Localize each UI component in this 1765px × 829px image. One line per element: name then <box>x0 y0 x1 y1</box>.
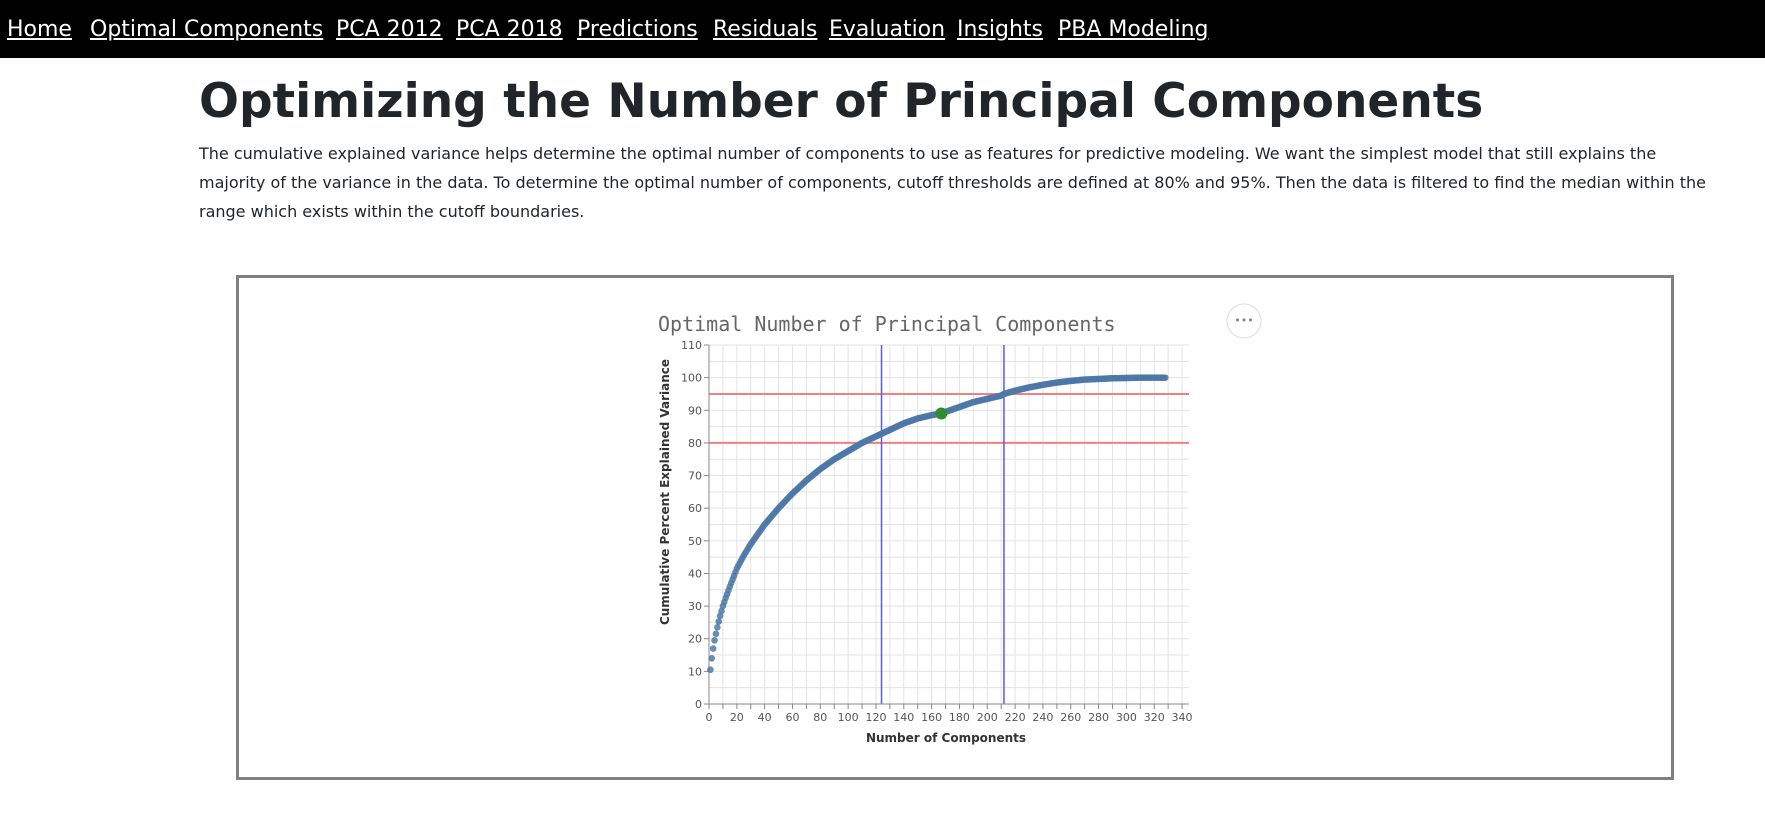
x-tick-label: 260 <box>1060 711 1081 724</box>
y-tick-label: 10 <box>688 665 702 678</box>
x-tick-label: 120 <box>865 711 886 724</box>
y-tick-label: 40 <box>688 567 702 580</box>
nav-link-residuals[interactable]: Residuals <box>713 17 818 42</box>
nav-link-evaluation[interactable]: Evaluation <box>829 17 946 42</box>
y-tick-label: 110 <box>681 339 702 352</box>
x-tick-label: 180 <box>949 711 970 724</box>
data-point <box>709 645 717 652</box>
y-tick-label: 70 <box>688 470 702 483</box>
page-title: Optimizing the Number of Principal Compo… <box>199 74 1484 129</box>
y-axis-title: Cumulative Percent Explained Variance <box>658 359 672 625</box>
y-tick-label: 50 <box>688 535 702 548</box>
chart-points <box>707 374 1169 674</box>
nav-link-optimal-components[interactable]: Optimal Components <box>90 17 324 42</box>
chart-actions-circle <box>1226 303 1262 339</box>
page-description: The cumulative explained variance helps … <box>199 144 1707 221</box>
y-tick-label: 0 <box>695 698 702 711</box>
x-tick-label: 240 <box>1032 711 1053 724</box>
y-tick-label: 90 <box>688 404 702 417</box>
data-point <box>712 630 720 638</box>
data-point <box>715 618 723 625</box>
nav-link-pba-modeling[interactable]: PBA Modeling <box>1058 17 1209 42</box>
x-axis-title: Number of Components <box>866 731 1026 745</box>
y-tick-label: 80 <box>688 437 702 450</box>
nav-link-pca-2018[interactable]: PCA 2018 <box>456 17 563 42</box>
x-tick-label: 140 <box>893 711 914 724</box>
x-tick-label: 40 <box>758 711 772 724</box>
chart-axes: 0 10 20 30 40 50 60 70 80 90 100 110 0 20 40 60 80 100 120… <box>681 339 1193 724</box>
x-tick-label: 160 <box>921 711 942 724</box>
data-point <box>708 655 716 662</box>
y-tick-label: 30 <box>688 600 702 613</box>
data-point <box>707 666 714 674</box>
x-tick-label: 200 <box>977 711 998 724</box>
nav-link-pca-2012[interactable]: PCA 2012 <box>336 17 443 42</box>
nav-link-predictions[interactable]: Predictions <box>577 17 698 42</box>
x-tick-label: 20 <box>730 711 744 724</box>
chart-actions-button[interactable]: ••• <box>1226 303 1262 339</box>
x-tick-label: 80 <box>813 711 827 724</box>
chart-container: 0 10 20 30 40 50 60 70 80 90 100 110 0 20 40 60 80 100 120… <box>236 275 1674 780</box>
x-tick-label: 100 <box>838 711 859 724</box>
chart-title: Optimal Number of Principal Components <box>658 312 1116 336</box>
x-tick-label: 0 <box>706 711 713 724</box>
x-tick-label: 60 <box>785 711 799 724</box>
x-tick-label: 220 <box>1005 711 1026 724</box>
optimal-point <box>935 407 948 420</box>
y-tick-label: 20 <box>688 633 702 646</box>
ellipsis-icon: ••• <box>1234 314 1253 327</box>
nav-link-insights[interactable]: Insights <box>957 17 1044 42</box>
data-point <box>1162 374 1169 381</box>
y-tick-label: 60 <box>688 502 702 515</box>
chart-svg: 0 10 20 30 40 50 60 70 80 90 100 110 0 20 40 60 80 100 120… <box>658 303 1262 745</box>
x-tick-label: 320 <box>1144 711 1165 724</box>
x-tick-label: 340 <box>1172 711 1193 724</box>
top-navigation: Home Optimal Components PCA 2012 PCA 201… <box>0 0 1765 58</box>
x-tick-label: 300 <box>1116 711 1137 724</box>
x-tick-label: 280 <box>1088 711 1109 724</box>
nav-link-home[interactable]: Home <box>7 17 72 42</box>
y-tick-label: 100 <box>681 372 702 385</box>
data-point <box>711 637 718 644</box>
data-point <box>714 624 721 631</box>
chart-grid <box>708 344 1189 705</box>
chart-reference-lines <box>709 345 1189 704</box>
